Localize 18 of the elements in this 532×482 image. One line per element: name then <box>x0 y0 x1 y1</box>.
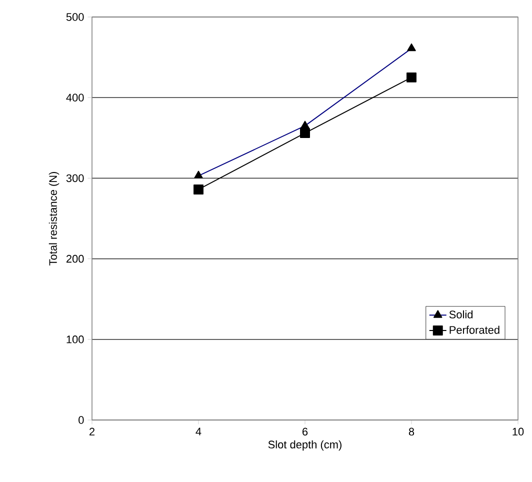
point <box>300 128 310 138</box>
y-tick-label: 0 <box>78 416 84 424</box>
y-axis-title: Total resistance (N) <box>48 172 60 266</box>
point <box>406 72 416 82</box>
y-tick-label: 400 <box>66 94 84 102</box>
x-tick-label: 8 <box>408 428 414 436</box>
y-tick-label: 300 <box>66 174 84 182</box>
x-axis-title: Slot depth (cm) <box>268 440 342 451</box>
y-tick-label: 200 <box>66 254 84 263</box>
x-tick-label: 10 <box>512 428 524 436</box>
x-tick-label: 2 <box>90 428 94 436</box>
x-tick-label: 4 <box>196 428 202 436</box>
y-tick-label: 100 <box>66 336 84 344</box>
legend-label: Perforated <box>450 326 500 334</box>
point <box>194 184 204 194</box>
x-tick-label: 6 <box>302 428 308 436</box>
y-tick-label: 500 <box>66 13 84 21</box>
legend-label: Solid <box>449 310 473 318</box>
